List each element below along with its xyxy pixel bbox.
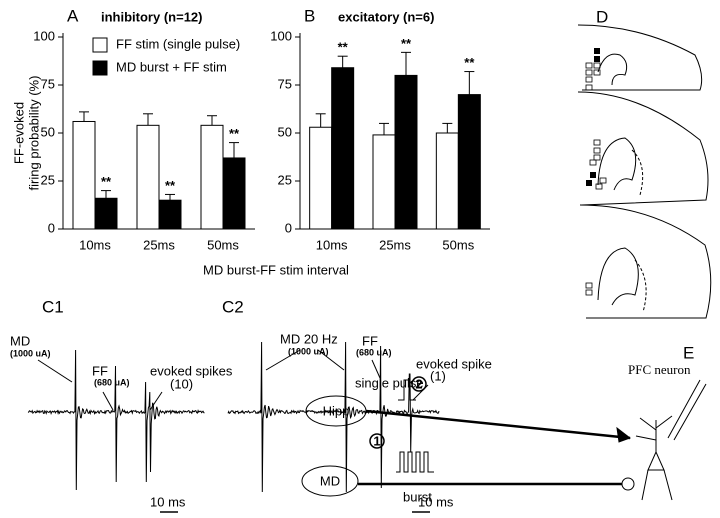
panel-label: C1 — [42, 297, 64, 316]
bar — [200, 124, 224, 230]
annotation: (1000 uA) — [10, 348, 51, 358]
x-tick-label: 10ms — [79, 237, 111, 252]
bar — [309, 126, 333, 230]
annotation: evoked spikes — [150, 363, 233, 378]
bar — [158, 199, 182, 230]
legend-swatch — [92, 37, 108, 53]
panel-label: B — [304, 6, 315, 25]
circuit — [358, 379, 707, 501]
annotation: FF — [92, 363, 108, 378]
chart-title: excitatory (n=6) — [338, 9, 434, 24]
legend-swatch — [92, 60, 108, 76]
panel-label: A — [67, 6, 79, 25]
bar — [372, 134, 396, 230]
chart-title: inhibitory (n=12) — [101, 9, 202, 24]
bar — [457, 94, 481, 230]
legend-label: MD burst + FF stim — [116, 59, 227, 74]
y-tick-label: 50 — [41, 124, 55, 139]
y-tick-label: 75 — [278, 76, 292, 91]
bar — [331, 67, 355, 230]
y-axis-label: firing probability (%) — [26, 76, 41, 191]
annotation: burst — [403, 489, 432, 504]
y-tick-label: 0 — [48, 220, 55, 235]
bar — [222, 157, 246, 230]
panel-label: C2 — [222, 297, 244, 316]
significance-marker: ** — [401, 36, 412, 51]
step-badge — [411, 376, 427, 392]
x-tick-label: 25ms — [143, 237, 175, 252]
step-number: 1 — [373, 433, 380, 448]
bar — [94, 197, 118, 230]
y-tick-label: 0 — [285, 220, 292, 235]
significance-marker: ** — [464, 55, 475, 70]
annotation: (1) — [430, 368, 446, 383]
x-tick-label: 50ms — [207, 237, 239, 252]
trace — [27, 349, 205, 491]
trace — [227, 341, 440, 493]
annotation: MD 20 Hz — [280, 331, 338, 346]
y-tick-label: 100 — [33, 28, 55, 43]
trace-layer — [27, 341, 440, 493]
y-tick-label: 75 — [41, 76, 55, 91]
x-tick-label: 50ms — [442, 237, 474, 252]
y-tick-label: 100 — [270, 28, 292, 43]
step-badge — [369, 433, 385, 449]
x-tick-label: 25ms — [379, 237, 411, 252]
significance-marker: ** — [101, 174, 112, 189]
node-label: MD — [320, 473, 340, 488]
annotation: MD — [10, 333, 30, 348]
panel-label: D — [596, 7, 608, 26]
y-tick-label: 50 — [278, 124, 292, 139]
arrows — [37, 349, 430, 513]
node — [301, 465, 359, 497]
annotation: FF — [362, 333, 378, 348]
annotation: PFC neuron — [628, 362, 691, 377]
annotation: (1000 uA) — [288, 346, 329, 356]
bar — [435, 132, 459, 230]
node-label: Hipp — [323, 403, 350, 418]
y-tick-label: 25 — [278, 172, 292, 187]
y-tick-label: 25 — [41, 172, 55, 187]
brain-sections — [577, 24, 712, 319]
y-axis-label: FF-evoked — [11, 102, 26, 164]
annotation: evoked spike — [416, 356, 492, 371]
scale-label: 10 ms — [150, 494, 186, 509]
annotation: (10) — [170, 376, 193, 391]
annotation: (680 uA) — [356, 347, 392, 357]
significance-marker: ** — [338, 40, 349, 55]
bar — [136, 124, 160, 230]
bar — [394, 74, 418, 230]
panel-label: E — [683, 343, 694, 362]
annotation: single pulse — [355, 375, 424, 390]
annotation: (680 uA) — [94, 377, 130, 387]
scale-label: 10 ms — [418, 494, 454, 509]
x-tick-label: 10ms — [316, 237, 348, 252]
legend-label: FF stim (single pulse) — [116, 36, 240, 51]
significance-marker: ** — [165, 178, 176, 193]
significance-marker: ** — [229, 126, 240, 141]
bar — [72, 120, 96, 230]
x-axis-label: MD burst-FF stim interval — [203, 262, 349, 277]
step-number: 2 — [415, 376, 422, 391]
